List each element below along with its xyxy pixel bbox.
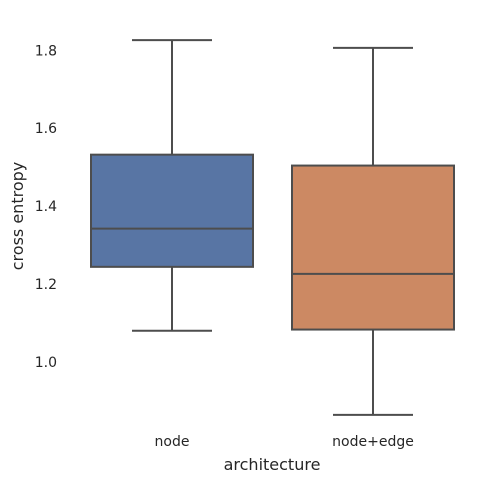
y-tick-label: 1.2 [35, 277, 57, 293]
y-axis-label: cross entropy [8, 162, 27, 270]
box-node [90, 39, 254, 332]
x-axis-label: architecture [224, 455, 321, 474]
x-tick-label: node+edge [332, 434, 414, 450]
y-tick-label: 1.8 [35, 43, 57, 59]
iqr-box [291, 164, 455, 331]
y-axis-ticks: 1.0 1.2 1.4 1.6 1.8 [35, 43, 57, 371]
x-tick-label: node [155, 434, 190, 450]
iqr-box [90, 153, 254, 268]
y-tick-label: 1.4 [35, 199, 57, 215]
y-tick-label: 1.0 [35, 355, 57, 371]
box-series [90, 39, 455, 416]
y-tick-label: 1.6 [35, 121, 57, 137]
x-axis-ticks: node node+edge [155, 434, 414, 450]
box-node-edge [291, 46, 455, 416]
